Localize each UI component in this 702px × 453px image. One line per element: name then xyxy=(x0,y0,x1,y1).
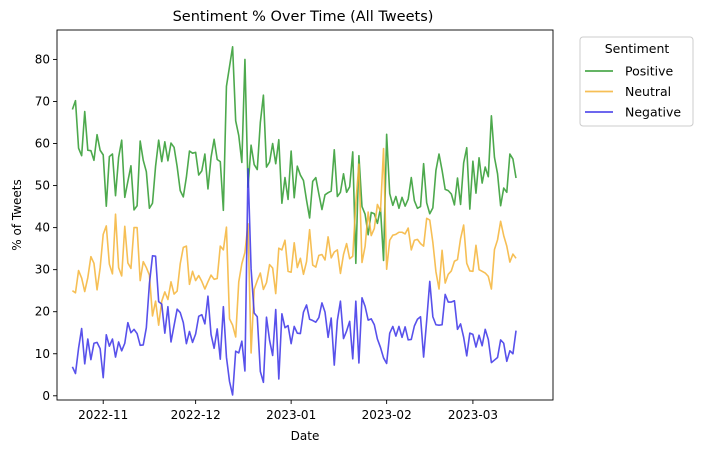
y-tick-label: 60 xyxy=(35,137,50,151)
plot-frame xyxy=(56,29,554,401)
chart-title: Sentiment % Over Time (All Tweets) xyxy=(173,9,434,25)
legend-items: Positive Neutral Negative xyxy=(585,64,681,120)
legend-label-negative: Negative xyxy=(625,105,681,120)
x-tick-label: 2023-01 xyxy=(266,408,316,422)
series-line-positive xyxy=(71,46,517,265)
y-tick-label: 70 xyxy=(35,94,50,108)
x-tick-label: 2022-11 xyxy=(78,408,128,422)
y-tick-label: 20 xyxy=(35,305,50,319)
x-axis-label: Date xyxy=(291,429,320,443)
legend-box xyxy=(579,36,694,127)
series-lines xyxy=(71,46,517,396)
plot-background xyxy=(57,30,553,400)
y-tick-label: 40 xyxy=(35,221,50,235)
x-axis-ticks: 2022-11 2022-12 2023-01 2023-02 2023-03 xyxy=(78,400,498,422)
y-tick-label: 80 xyxy=(35,52,50,66)
y-tick-label: 30 xyxy=(35,263,50,277)
series-line-neutral xyxy=(71,147,517,354)
series-line-negative xyxy=(71,167,517,396)
y-axis-label: % of Tweets xyxy=(10,179,24,250)
y-tick-label: 10 xyxy=(35,347,50,361)
legend-label-positive: Positive xyxy=(625,64,673,79)
legend-label-neutral: Neutral xyxy=(625,84,671,99)
legend-title: Sentiment xyxy=(605,41,670,56)
x-tick-label: 2023-02 xyxy=(362,408,412,422)
legend: Sentiment Positive Neutral Negative xyxy=(579,36,694,127)
y-axis-ticks: 0 10 20 30 40 50 60 70 80 xyxy=(35,52,57,403)
x-tick-label: 2023-03 xyxy=(448,408,498,422)
y-tick-label: 50 xyxy=(35,179,50,193)
x-tick-label: 2022-12 xyxy=(171,408,221,422)
y-tick-label: 0 xyxy=(42,389,50,403)
